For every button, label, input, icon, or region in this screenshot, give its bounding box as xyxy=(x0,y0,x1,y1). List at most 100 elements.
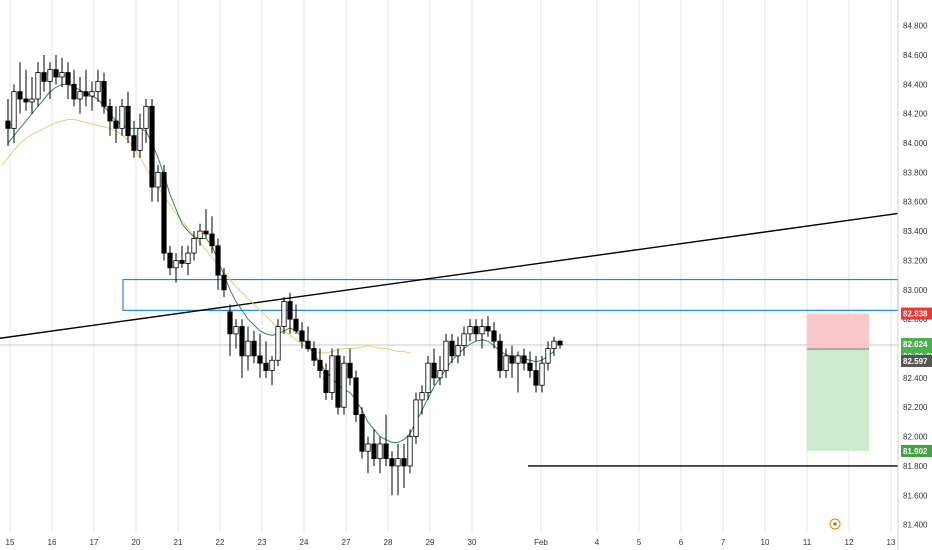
candle[interactable] xyxy=(335,348,341,415)
candle[interactable] xyxy=(251,330,257,364)
candle[interactable] xyxy=(497,333,503,378)
candle[interactable] xyxy=(515,351,521,393)
candle[interactable] xyxy=(443,333,449,378)
candle[interactable] xyxy=(53,54,59,85)
candle[interactable] xyxy=(41,54,47,92)
candle[interactable] xyxy=(221,267,227,298)
candle[interactable] xyxy=(77,76,83,114)
time-axis[interactable]: 15 16 17 20 21 22 23 24 27 28 29 30 Feb 4 5 6 7 10 11 12 13 xyxy=(6,538,896,547)
candle[interactable] xyxy=(395,443,401,496)
candle[interactable] xyxy=(311,341,317,367)
candle[interactable] xyxy=(557,339,563,349)
candle[interactable] xyxy=(503,348,509,378)
candle[interactable] xyxy=(305,326,311,352)
candle[interactable] xyxy=(95,69,101,102)
candle[interactable] xyxy=(155,165,161,202)
candle[interactable] xyxy=(407,429,413,474)
candle[interactable] xyxy=(131,121,137,158)
candle[interactable] xyxy=(233,319,239,349)
candle[interactable] xyxy=(179,245,185,268)
candle[interactable] xyxy=(419,385,425,415)
candle[interactable] xyxy=(83,69,89,107)
candle[interactable] xyxy=(383,414,389,466)
candle[interactable] xyxy=(341,355,347,415)
candle[interactable] xyxy=(107,99,113,136)
candle[interactable] xyxy=(143,99,149,144)
stop-loss-zone[interactable] xyxy=(807,313,869,349)
candle[interactable] xyxy=(35,62,41,107)
position-layer[interactable] xyxy=(807,313,869,451)
candle[interactable] xyxy=(161,165,167,261)
candle[interactable] xyxy=(287,292,293,334)
candle[interactable] xyxy=(479,319,485,349)
candle[interactable] xyxy=(371,429,377,466)
candle[interactable] xyxy=(467,319,473,342)
candle[interactable] xyxy=(47,62,53,100)
candle[interactable] xyxy=(119,99,125,136)
candle[interactable] xyxy=(185,245,191,276)
candle[interactable] xyxy=(431,348,437,386)
candle[interactable] xyxy=(89,81,95,111)
candle[interactable] xyxy=(227,304,233,356)
candle[interactable] xyxy=(401,443,407,488)
candle[interactable] xyxy=(5,99,11,146)
candle[interactable] xyxy=(545,341,551,371)
candle[interactable] xyxy=(353,370,359,422)
candle[interactable] xyxy=(533,355,539,393)
candle[interactable] xyxy=(455,336,461,364)
candle[interactable] xyxy=(317,348,323,378)
candle[interactable] xyxy=(365,436,371,474)
trendline[interactable] xyxy=(0,212,899,339)
candle[interactable] xyxy=(209,216,215,254)
candle[interactable] xyxy=(197,223,203,246)
candle[interactable] xyxy=(101,72,107,114)
price-axis[interactable]: 81.400 81.600 81.800 82.000 82.200 82.400 82.6… xyxy=(903,22,928,530)
candle[interactable] xyxy=(299,322,305,349)
candle[interactable] xyxy=(329,348,335,400)
candle[interactable] xyxy=(521,348,527,371)
candle[interactable] xyxy=(149,99,155,202)
take-profit-zone[interactable] xyxy=(807,348,869,451)
candle[interactable] xyxy=(509,345,515,378)
candle[interactable] xyxy=(257,333,263,378)
candle[interactable] xyxy=(125,91,131,144)
candle[interactable] xyxy=(65,62,71,100)
candle[interactable] xyxy=(539,355,545,393)
candle[interactable] xyxy=(203,209,209,239)
candle[interactable] xyxy=(59,57,65,88)
candle[interactable] xyxy=(461,326,467,356)
candle[interactable] xyxy=(281,297,287,334)
candle[interactable] xyxy=(137,113,143,158)
candle[interactable] xyxy=(551,336,557,356)
candle[interactable] xyxy=(323,363,329,400)
candle[interactable] xyxy=(359,407,365,459)
candle[interactable] xyxy=(389,451,395,496)
candle[interactable] xyxy=(413,392,419,444)
candle[interactable] xyxy=(113,106,119,144)
candle[interactable] xyxy=(347,348,353,386)
candle[interactable] xyxy=(437,355,443,386)
candle[interactable] xyxy=(215,238,221,290)
candle[interactable] xyxy=(17,62,23,114)
candle[interactable] xyxy=(23,69,29,111)
candle[interactable] xyxy=(71,69,77,107)
candle[interactable] xyxy=(473,319,479,342)
candle[interactable] xyxy=(425,355,431,400)
candle[interactable] xyxy=(167,245,173,276)
candle[interactable] xyxy=(191,231,197,261)
candle[interactable] xyxy=(263,341,269,378)
candle[interactable] xyxy=(449,333,455,364)
candle[interactable] xyxy=(485,316,491,337)
candle[interactable] xyxy=(173,253,179,283)
candle[interactable] xyxy=(269,355,275,386)
candle[interactable] xyxy=(377,436,383,474)
candle[interactable] xyxy=(29,76,35,114)
candle[interactable] xyxy=(527,351,533,378)
candle[interactable] xyxy=(491,322,497,349)
candle[interactable] xyxy=(11,84,17,144)
candle[interactable] xyxy=(245,326,251,371)
candle[interactable] xyxy=(293,304,299,334)
candle[interactable] xyxy=(275,319,281,367)
candle[interactable] xyxy=(239,319,245,378)
